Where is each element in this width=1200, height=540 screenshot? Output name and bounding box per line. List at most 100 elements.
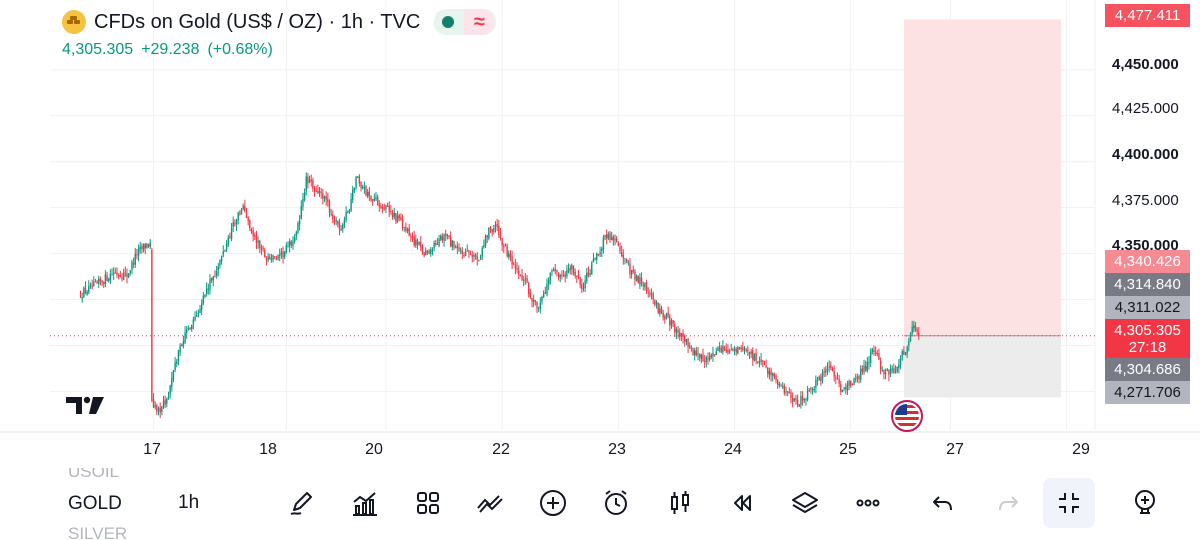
candle-body xyxy=(390,211,392,213)
candle-body xyxy=(840,384,842,392)
us-flag-event-icon[interactable] xyxy=(891,400,923,432)
candle-body xyxy=(918,332,920,336)
replay-button[interactable] xyxy=(723,484,761,522)
price-tag: 4,304.686 xyxy=(1105,358,1190,381)
candle-body xyxy=(717,347,719,351)
candle-body xyxy=(483,245,485,248)
candle-body xyxy=(323,196,326,199)
candle-body xyxy=(913,324,915,329)
candle-body xyxy=(753,353,756,361)
redo-button[interactable] xyxy=(989,484,1027,522)
chart-area[interactable]: CFDs on Gold (US$ / OZ) · 1h · TVC ≈ 4,3… xyxy=(0,0,1200,468)
candle-body xyxy=(360,182,362,188)
candle-body xyxy=(728,350,731,353)
indicators-button[interactable] xyxy=(346,484,384,522)
candle-body xyxy=(84,287,87,294)
candle-body xyxy=(652,294,654,300)
price-change-pct: (+0.68%) xyxy=(207,41,273,58)
candle-body xyxy=(103,282,105,284)
candle-body xyxy=(235,220,238,225)
candle-body xyxy=(461,250,463,254)
candle-body xyxy=(486,235,488,238)
chart-type-button[interactable] xyxy=(661,484,699,522)
candle-body xyxy=(871,348,874,353)
candle-body xyxy=(607,234,610,239)
candle-body xyxy=(772,373,774,376)
candle-body xyxy=(846,385,849,391)
layout-button[interactable] xyxy=(409,484,447,522)
candle-body xyxy=(835,377,837,379)
candle-body xyxy=(762,360,764,362)
candle-body xyxy=(830,365,832,368)
candle-body xyxy=(518,270,520,275)
candle-body xyxy=(767,367,769,374)
indicators-icon xyxy=(353,492,377,516)
candle-body xyxy=(615,238,618,242)
candle-body xyxy=(851,384,854,386)
candle-body xyxy=(252,230,254,236)
candle-body xyxy=(733,348,736,351)
candle-body xyxy=(230,228,233,240)
alert-button[interactable] xyxy=(597,484,635,522)
market-status-pill[interactable]: ≈ xyxy=(434,9,497,35)
candle-body xyxy=(411,237,414,239)
candle-body xyxy=(440,235,442,240)
candle-body xyxy=(777,380,779,385)
candle-body xyxy=(373,198,376,201)
symbol-prev[interactable]: USOIL xyxy=(68,468,120,481)
fullscreen-exit-button[interactable] xyxy=(1043,478,1095,528)
symbol-picker[interactable]: USOIL GOLD SILVER xyxy=(68,468,188,540)
add-pin-button[interactable] xyxy=(1126,484,1164,522)
candle-body xyxy=(274,256,276,258)
candle-body xyxy=(142,244,145,251)
add-button[interactable] xyxy=(534,484,572,522)
candle-body xyxy=(237,212,239,221)
more-button[interactable] xyxy=(849,484,887,522)
candle-body xyxy=(904,352,907,356)
candle-body xyxy=(370,195,372,201)
layers-button[interactable] xyxy=(786,484,824,522)
candle-body xyxy=(257,240,259,243)
price-chart[interactable] xyxy=(0,0,1200,468)
candle-body xyxy=(536,301,538,309)
candle-body xyxy=(398,214,400,219)
candle-body xyxy=(845,387,847,390)
candle-body xyxy=(438,238,440,246)
candle-body xyxy=(478,259,480,261)
candle-body xyxy=(695,350,698,356)
candle-body xyxy=(191,324,193,330)
candle-body xyxy=(393,213,395,217)
candle-body xyxy=(199,308,201,313)
candle-body xyxy=(413,236,415,246)
undo-button[interactable] xyxy=(924,484,962,522)
pencil-button[interactable] xyxy=(282,484,320,522)
candle-body xyxy=(410,236,412,238)
patterns-button[interactable] xyxy=(471,484,509,522)
candle-body xyxy=(866,361,869,371)
candle-body xyxy=(552,269,555,272)
candle-body xyxy=(317,190,319,194)
candle-body xyxy=(624,258,626,260)
symbol-next[interactable]: SILVER xyxy=(68,524,128,540)
symbol-title[interactable]: CFDs on Gold (US$ / OZ) · 1h · TVC xyxy=(94,10,421,33)
candle-body xyxy=(283,251,286,257)
candle-body xyxy=(239,213,241,215)
candle-body xyxy=(823,371,825,373)
candle-body xyxy=(204,294,206,297)
candle-body xyxy=(463,255,465,257)
candle-body xyxy=(582,287,585,289)
symbol-legend[interactable]: CFDs on Gold (US$ / OZ) · 1h · TVC ≈ xyxy=(62,9,497,35)
candle-body xyxy=(400,217,402,220)
candle-body xyxy=(740,347,742,349)
symbol-current[interactable]: GOLD xyxy=(68,493,122,514)
candle-body xyxy=(541,296,543,302)
candle-body xyxy=(577,275,580,277)
timeframe-button[interactable]: 1h xyxy=(178,492,200,513)
candle-body xyxy=(134,253,136,265)
candle-body xyxy=(813,388,815,390)
candle-body xyxy=(737,346,739,354)
candle-body xyxy=(81,297,83,299)
candle-body xyxy=(519,274,522,277)
candle-body xyxy=(310,180,312,182)
entry-price-tag: 4,271.706 xyxy=(1105,381,1190,404)
